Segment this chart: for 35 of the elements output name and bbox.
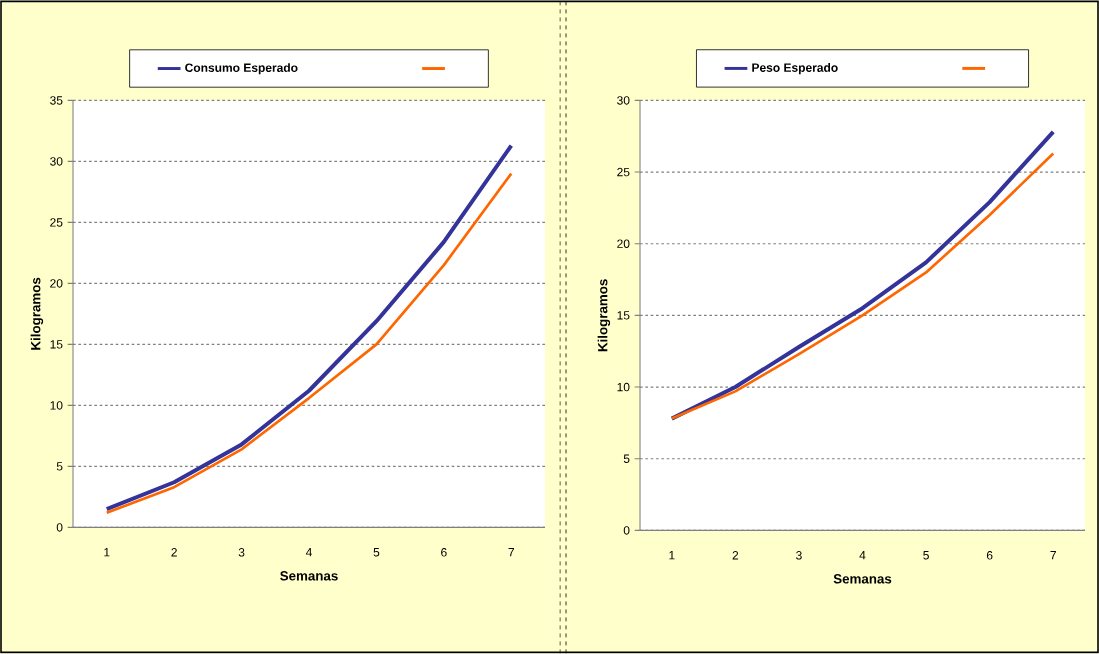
legend-label: Consumo Esperado [185, 63, 298, 75]
y-axis-title: Kilogramos [597, 279, 611, 352]
legend-label: Peso Esperado [752, 63, 838, 75]
x-tick-label: 4 [859, 551, 866, 560]
x-tick-label: 1 [104, 548, 110, 557]
x-tick-label: 2 [171, 548, 177, 557]
y-tick-label: 25 [617, 167, 630, 177]
y-tick-label: 15 [50, 340, 63, 349]
x-tick-label: 3 [796, 551, 802, 560]
y-tick-label: 35 [50, 96, 63, 105]
x-tick-label: 3 [238, 548, 245, 557]
y-tick-label: 15 [617, 311, 630, 320]
y-tick-label: 0 [623, 526, 630, 535]
x-tick-label: 7 [508, 548, 515, 557]
y-tick-label: 30 [617, 96, 630, 105]
x-tick-label: 5 [373, 548, 380, 557]
x-tick-label: 4 [305, 548, 312, 557]
y-tick-label: 25 [50, 218, 63, 227]
x-tick-label: 7 [1050, 551, 1056, 560]
x-axis-title: Semanas [833, 574, 892, 584]
y-tick-label: 0 [56, 523, 63, 532]
y-tick-label: 10 [50, 401, 63, 410]
y-axis-title: Kilogramos [30, 277, 44, 350]
x-tick-label: 2 [732, 551, 739, 560]
x-tick-label: 1 [669, 551, 675, 560]
y-tick-label: 20 [50, 279, 63, 288]
x-tick-label: 6 [986, 551, 993, 560]
x-tick-label: 5 [923, 551, 929, 560]
y-tick-label: 20 [617, 239, 630, 249]
x-tick-label: 6 [441, 548, 447, 557]
y-tick-label: 10 [617, 382, 630, 392]
y-tick-label: 5 [56, 462, 63, 471]
y-tick-label: 5 [623, 454, 630, 464]
x-axis-title: Semanas [280, 571, 338, 581]
y-tick-label: 30 [50, 157, 63, 166]
